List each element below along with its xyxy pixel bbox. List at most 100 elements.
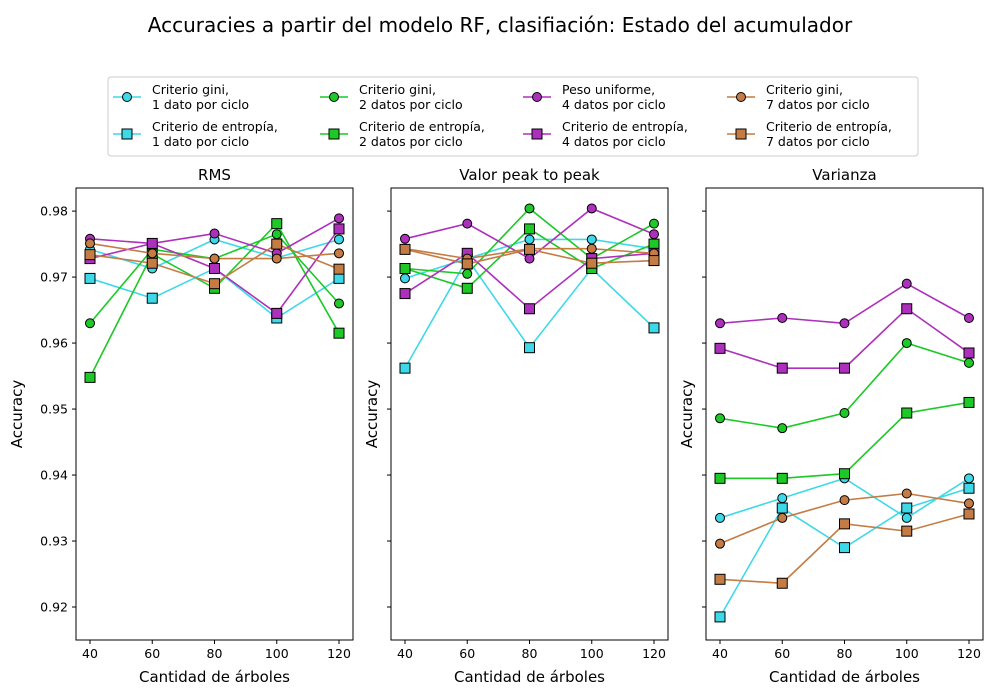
data-point-square xyxy=(84,371,96,383)
data-point-circle xyxy=(715,413,725,424)
data-point-circle xyxy=(964,357,974,368)
data-point-square xyxy=(461,282,473,294)
legend-label-line2: 7 datos por ciclo xyxy=(766,97,870,112)
data-point-circle xyxy=(901,278,912,289)
data-point-circle xyxy=(271,253,282,264)
data-point-circle xyxy=(524,234,535,245)
x-tick-label: 120 xyxy=(642,646,666,661)
data-point-square xyxy=(524,303,535,315)
data-point-square xyxy=(524,223,535,235)
data-point-circle xyxy=(586,243,597,254)
data-point-circle xyxy=(462,268,473,279)
legend-entry: Criterio de entropía,1 dato por ciclo xyxy=(113,119,278,149)
legend-label-line1: Criterio de entropía, xyxy=(562,119,688,134)
data-point-circle xyxy=(334,213,344,224)
data-point-square xyxy=(776,472,788,484)
data-point-square xyxy=(839,362,850,374)
x-tick-label: 60 xyxy=(144,646,160,661)
data-point-circle xyxy=(964,473,974,484)
legend-label-line1: Criterio de entropía, xyxy=(766,119,892,134)
series xyxy=(715,278,974,329)
x-tick-label: 100 xyxy=(895,646,919,661)
x-tick-label: 60 xyxy=(774,646,790,661)
x-tick-label: 40 xyxy=(397,646,413,661)
data-point-circle xyxy=(524,253,535,264)
series xyxy=(399,243,660,270)
legend-marker-square xyxy=(531,128,543,140)
data-point-square xyxy=(399,362,411,374)
data-point-square xyxy=(714,573,726,585)
data-point-square xyxy=(839,542,850,554)
data-point-square xyxy=(333,223,345,235)
series xyxy=(714,396,975,484)
y-tick-label: 0.93 xyxy=(40,534,68,549)
legend-label-line1: Criterio de entropía, xyxy=(359,119,485,134)
data-point-circle xyxy=(901,488,912,499)
legend-entry: Peso uniforme,4 datos por ciclo xyxy=(523,82,666,112)
legend-label-line1: Criterio de entropía, xyxy=(152,119,278,134)
x-tick-label: 40 xyxy=(82,646,98,661)
data-point-square xyxy=(714,611,726,623)
series xyxy=(714,482,975,623)
legend-label-line1: Criterio gini, xyxy=(359,82,436,97)
data-point-circle xyxy=(209,253,220,264)
data-point-square xyxy=(209,263,220,275)
legend-entry: Criterio gini, 2 datos por ciclo xyxy=(320,82,463,112)
legend-entry: Criterio gini,7 datos por ciclo xyxy=(727,82,870,112)
data-point-circle xyxy=(147,248,158,259)
data-point-circle xyxy=(524,203,535,214)
x-tick-label: 80 xyxy=(837,646,853,661)
data-point-square xyxy=(714,472,726,484)
data-point-square xyxy=(963,347,975,359)
data-point-circle xyxy=(649,218,659,229)
data-point-circle xyxy=(901,512,912,523)
data-point-square xyxy=(333,263,345,275)
data-point-circle xyxy=(777,312,788,323)
data-point-square xyxy=(84,249,96,261)
data-point-square xyxy=(271,307,283,319)
subplot-2: Valor peak to peak 40 60 80 100 120 Cantidad d… xyxy=(363,166,669,686)
data-point-circle xyxy=(839,318,850,329)
series xyxy=(400,203,659,264)
x-tick-label: 40 xyxy=(712,646,728,661)
data-point-circle xyxy=(400,233,410,244)
subplot-title: Valor peak to peak xyxy=(459,166,600,184)
legend-label-line2: 2 datos por ciclo xyxy=(359,134,463,149)
legend-label-line1: Peso uniforme, xyxy=(562,82,655,97)
data-point-square xyxy=(776,577,788,589)
data-point-square xyxy=(901,407,913,419)
data-point-square xyxy=(146,257,158,269)
data-point-square xyxy=(271,218,283,230)
legend-entry: Criterio de entropía,7 datos por ciclo xyxy=(727,119,892,149)
data-point-square xyxy=(714,342,726,354)
x-tick-label: 80 xyxy=(522,646,538,661)
data-point-square xyxy=(901,525,913,537)
data-point-square xyxy=(84,272,96,284)
data-point-square xyxy=(963,396,975,408)
figure-title: Accuracies a partir del modelo RF, clasi… xyxy=(148,13,853,37)
x-tick-label: 120 xyxy=(957,646,981,661)
data-point-circle xyxy=(85,318,95,329)
subplot-1: RMS 40 60 80 100 120 Cantidad de árboles 0.92 0.… xyxy=(8,166,354,686)
x-axis-label: Cantidad de árboles xyxy=(454,668,605,686)
data-point-circle xyxy=(586,203,597,214)
legend-entry: Criterio de entropía,2 datos por ciclo xyxy=(320,119,485,149)
y-axis-label: Accuracy xyxy=(678,380,696,449)
data-point-circle xyxy=(839,408,850,419)
data-point-circle xyxy=(839,495,850,506)
y-tick-label: 0.97 xyxy=(40,270,68,285)
legend-label-line1: Criterio gini, xyxy=(152,82,229,97)
x-axis-label: Cantidad de árboles xyxy=(769,668,920,686)
legend-label-line2: 1 dato por ciclo xyxy=(152,134,249,149)
y-tick-label: 0.98 xyxy=(40,204,68,219)
series xyxy=(715,488,974,549)
x-tick-label: 120 xyxy=(327,646,351,661)
legend-marker-circle xyxy=(736,92,746,102)
data-point-square xyxy=(901,502,913,514)
legend-frame xyxy=(107,76,919,157)
legend-entry: Criterio de entropía,4 datos por ciclo xyxy=(523,119,688,149)
legend-label-line2: 4 datos por ciclo xyxy=(562,97,666,112)
y-axis-label: Accuracy xyxy=(8,380,26,449)
